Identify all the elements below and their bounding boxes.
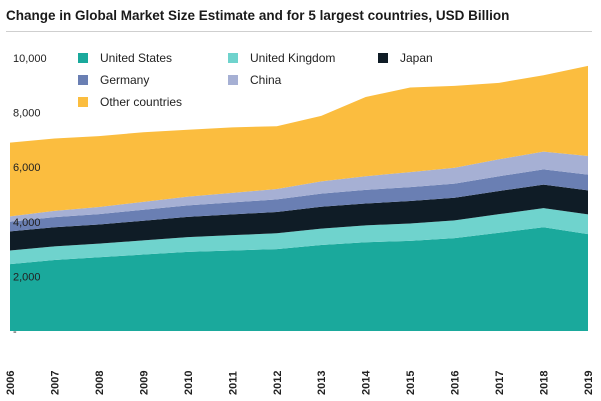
x-tick-label: 2008 (94, 371, 106, 395)
legend-swatch-japan (378, 53, 388, 63)
x-tick-label: 2017 (494, 371, 506, 395)
x-tick-label: 2006 (5, 371, 17, 395)
legend-swatch-china (228, 75, 238, 85)
y-tick-label: 2,000 (13, 271, 41, 283)
x-tick-label: 2012 (272, 371, 284, 395)
x-tick-label: 2007 (49, 371, 61, 395)
x-axis-ticks: 2006 2007 2008 2009 2010 2011 2012 2013 2014 2015… (5, 370, 595, 395)
y-axis-ticks: - 2,000 4,000 6,000 8,000 10,000 (13, 53, 47, 338)
x-tick-label: 2010 (183, 371, 195, 395)
y-tick-label: 8,000 (13, 108, 41, 120)
area-united-states (10, 227, 588, 331)
legend-label-japan: Japan (400, 51, 433, 65)
y-tick-label: 10,000 (13, 53, 47, 65)
legend-swatch-united-kingdom (228, 53, 238, 63)
area-germany (10, 169, 588, 232)
x-tick-label: 2013 (316, 371, 328, 395)
y-tick-label: - (13, 326, 17, 338)
y-tick-label: 4,000 (13, 217, 41, 229)
x-tick-label: 2016 (450, 371, 462, 395)
x-tick-label: 2014 (361, 370, 373, 395)
chart-title: Change in Global Market Size Estimate an… (6, 8, 510, 23)
legend-label-china: China (250, 73, 282, 87)
x-tick-label: 2018 (539, 371, 551, 395)
x-tick-label: 2019 (583, 371, 595, 395)
y-tick-label: 6,000 (13, 162, 41, 174)
legend: United States United Kingdom Japan Germany C… (78, 51, 433, 109)
area-layers (10, 65, 588, 331)
legend-swatch-germany (78, 75, 88, 85)
x-tick-label: 2009 (138, 371, 150, 395)
x-tick-label: 2011 (227, 371, 239, 395)
area-china (10, 151, 588, 222)
legend-label-germany: Germany (100, 73, 149, 87)
area-other-countries (10, 65, 588, 217)
title-divider (6, 31, 592, 32)
legend-swatch-other-countries (78, 97, 88, 107)
legend-swatch-united-states (78, 53, 88, 63)
legend-label-united-states: United States (100, 51, 172, 65)
legend-label-other-countries: Other countries (100, 95, 182, 109)
area-united-kingdom (10, 208, 588, 265)
x-tick-label: 2015 (405, 371, 417, 395)
area-japan (10, 184, 588, 251)
legend-label-united-kingdom: United Kingdom (250, 51, 335, 65)
